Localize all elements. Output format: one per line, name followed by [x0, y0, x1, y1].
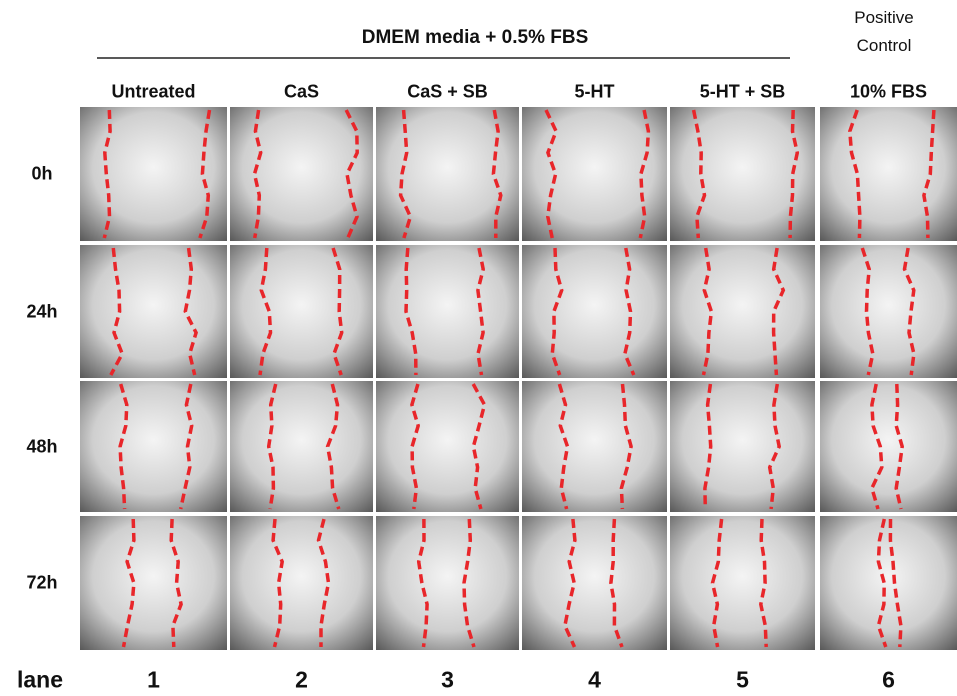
- wound-edge: [476, 247, 485, 376]
- wound-edge: [691, 109, 707, 239]
- wound-edge: [771, 247, 786, 376]
- wound-image: [230, 381, 373, 512]
- wound-image: [522, 107, 667, 241]
- wound-edge: [316, 518, 331, 647]
- wound-edge: [118, 383, 129, 510]
- wound-edge: [325, 383, 341, 510]
- wound-edge: [462, 518, 476, 648]
- wound-edge: [788, 109, 800, 239]
- column-label: 10% FBS: [849, 81, 928, 102]
- group-label: DMEM media + 0.5% FBS: [361, 27, 589, 48]
- lane-number: 1: [147, 666, 160, 693]
- wound-edge: [266, 383, 278, 510]
- wound-edge: [169, 518, 183, 648]
- wound-edge: [888, 518, 903, 648]
- wound-edge: [398, 109, 413, 239]
- wound-image: [522, 381, 667, 512]
- lane-number: 4: [588, 666, 601, 693]
- wound-edge: [183, 247, 198, 376]
- wound-edge: [609, 518, 624, 648]
- row-label: 24h: [26, 301, 58, 321]
- wound-image: [820, 107, 957, 241]
- wound-edge: [563, 518, 577, 648]
- wound-edge: [109, 247, 125, 376]
- positive-control-label: Positive Control: [854, 8, 914, 55]
- lane-number: 6: [882, 666, 895, 693]
- wound-edge: [876, 518, 888, 648]
- row-label: 72h: [26, 572, 58, 593]
- wound-image: [522, 245, 667, 378]
- wound-image: [820, 516, 957, 650]
- wound-image: [80, 245, 227, 378]
- wound-image: [80, 516, 227, 650]
- wound-edge: [701, 247, 714, 376]
- wound-edge: [178, 383, 194, 510]
- wound-edge: [331, 247, 344, 376]
- wound-edge: [491, 109, 503, 238]
- wound-edge: [623, 247, 636, 376]
- column-label: CaS: [283, 81, 320, 102]
- lane-number: 5: [736, 666, 749, 693]
- column-label: 5-HT + SB: [699, 81, 786, 102]
- wound-image: [230, 516, 373, 650]
- wound-image: [376, 107, 519, 241]
- lane-label: lane: [16, 666, 64, 693]
- wound-edge: [550, 247, 564, 376]
- wound-edge: [198, 109, 212, 239]
- column-label: CaS + SB: [407, 81, 488, 102]
- wound-edge: [544, 109, 559, 239]
- wound-edge: [870, 383, 884, 510]
- wound-edge: [710, 518, 724, 648]
- lane-number: 2: [295, 666, 308, 693]
- wound-image: [670, 516, 815, 650]
- wound-edge: [344, 109, 359, 239]
- wound-edge: [703, 383, 713, 510]
- wound-edge: [860, 247, 875, 376]
- wound-image: [80, 381, 227, 512]
- wound-edge: [258, 247, 273, 376]
- wound-edge: [619, 383, 633, 510]
- wound-edge: [252, 109, 263, 239]
- lane-number: 3: [441, 666, 454, 693]
- wound-edge: [638, 109, 651, 239]
- column-label: 5-HT: [574, 81, 615, 102]
- wound-image: [376, 516, 519, 650]
- row-label: 0h: [31, 163, 53, 184]
- wound-image: [820, 381, 957, 512]
- wound-image: [820, 245, 957, 378]
- wound-image: [376, 381, 519, 512]
- wound-edge: [271, 518, 285, 648]
- wound-edge: [759, 518, 768, 648]
- wound-edge: [102, 109, 112, 239]
- wound-edge: [848, 109, 862, 239]
- row-label: 48h: [26, 436, 58, 456]
- wound-edge: [902, 247, 916, 376]
- wound-edge: [767, 383, 782, 510]
- wound-image: [230, 107, 373, 241]
- wound-image: [376, 245, 519, 378]
- wound-edge: [557, 383, 570, 510]
- wound-edge: [410, 383, 421, 510]
- wound-image: [670, 245, 815, 378]
- wound-edge: [416, 518, 429, 648]
- wound-image: [670, 381, 815, 512]
- wound-image: [230, 245, 373, 378]
- wound-edge: [404, 247, 418, 376]
- wound-edge: [922, 109, 936, 239]
- wound-edge: [121, 518, 136, 648]
- wound-edge: [894, 383, 904, 510]
- wound-image: [522, 516, 667, 650]
- column-label: Untreated: [111, 81, 196, 102]
